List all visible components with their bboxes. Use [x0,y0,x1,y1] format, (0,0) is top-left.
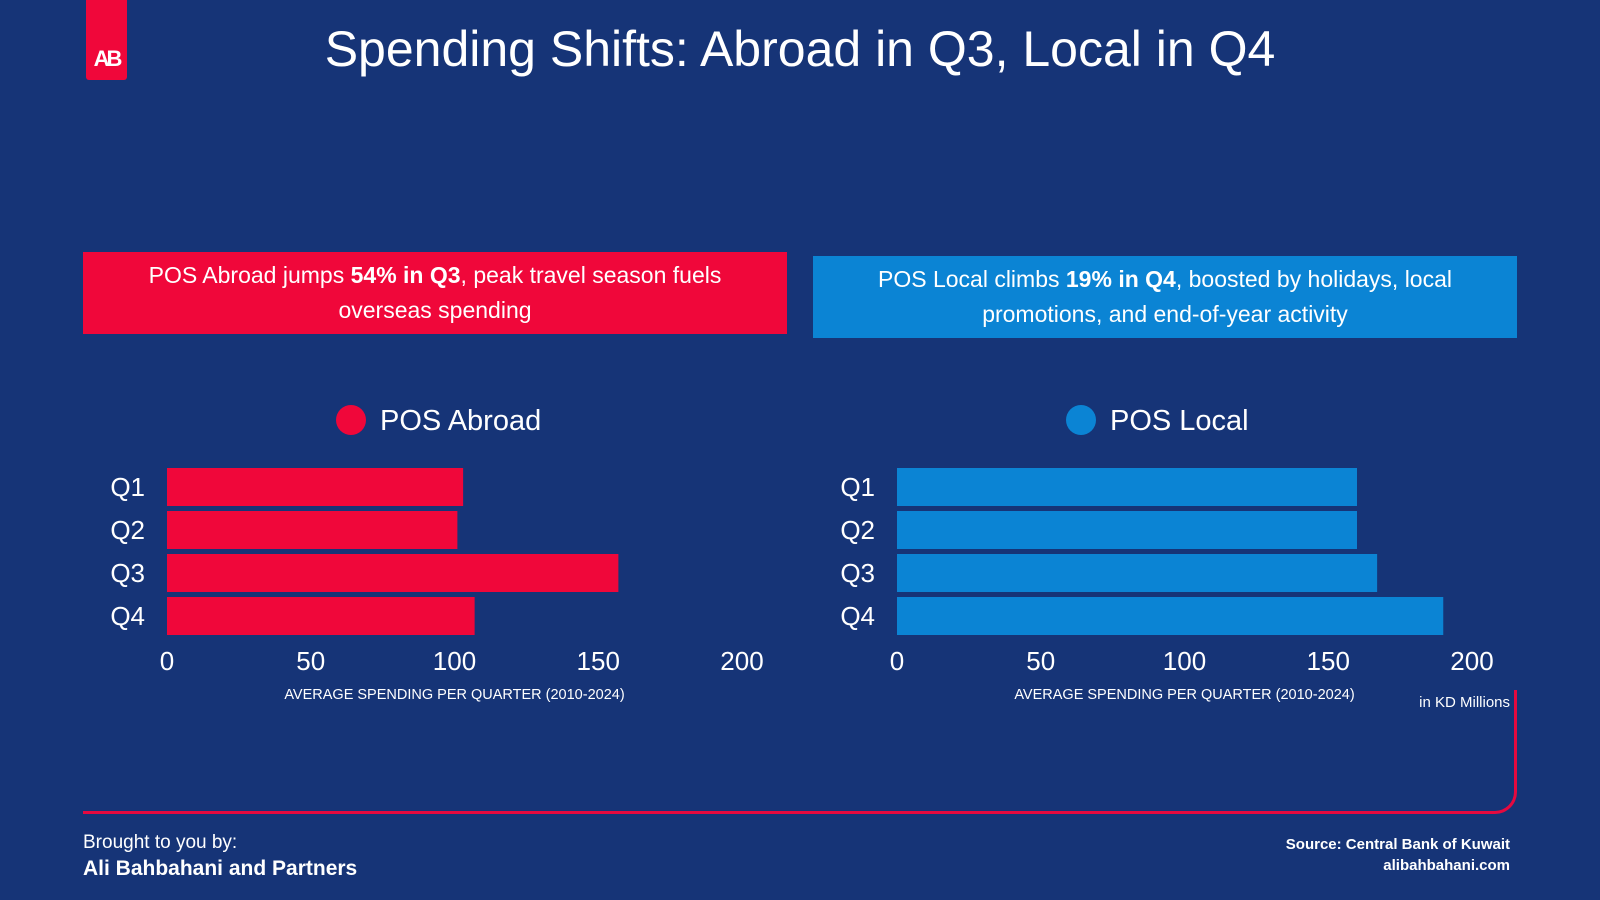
category-label-q4: Q4 [840,601,875,631]
unit-note: in KD Millions [1419,694,1510,711]
legend: POS Abroad [336,405,541,437]
logo-text: AB [93,46,123,71]
x-axis-label: AVERAGE SPENDING PER QUARTER (2010-2024) [284,687,624,703]
callout-abroad: POS Abroad jumps 54% in Q3, peak travel … [83,252,787,334]
bar-q2 [897,511,1357,549]
bar-q4 [167,597,475,635]
x-tick-200: 200 [720,646,763,676]
bar-q3 [167,554,619,592]
page-title: Spending Shifts: Abroad in Q3, Local in … [324,21,1276,77]
callout-local-before: POS Local climbs [877,266,1066,292]
category-label-q3: Q3 [110,558,145,588]
bar-q3 [897,554,1378,592]
brand-logo: AB [86,0,127,80]
category-label-q3: Q3 [840,558,875,588]
legend: POS Local [1066,405,1249,437]
bar-q1 [167,468,464,506]
x-tick-200: 200 [1450,646,1493,676]
x-tick-100: 100 [1163,646,1206,676]
category-label-q1: Q1 [840,472,875,502]
legend-marker [336,405,366,435]
website-link: alibahbahani.com [1383,857,1510,874]
category-label-q2: Q2 [110,515,145,545]
x-tick-100: 100 [433,646,476,676]
callout-abroad-after: , peak travel season fuels overseas spen… [338,262,722,323]
x-tick-150: 150 [577,646,620,676]
bar-q1 [897,468,1357,506]
footer-divider [83,690,1517,814]
x-tick-0: 0 [890,646,904,676]
callout-local-after: , boosted by holidays, local promotions,… [982,266,1452,327]
legend-label: POS Local [1110,405,1249,437]
callout-abroad-bold: 54% in Q3 [350,262,461,288]
category-label-q4: Q4 [110,601,145,631]
x-tick-50: 50 [1026,646,1055,676]
x-tick-150: 150 [1307,646,1350,676]
brought-by-label: Brought to you by: [83,832,238,853]
brand-name: Ali Bahbahani and Partners [83,857,358,880]
source-note: Source: Central Bank of Kuwait [1285,836,1510,853]
bar-q2 [167,511,458,549]
callout-local: POS Local climbs 19% in Q4, boosted by h… [813,256,1517,338]
callout-local-bold: 19% in Q4 [1065,266,1176,292]
x-tick-50: 50 [296,646,325,676]
category-label-q1: Q1 [110,472,145,502]
bar-q4 [897,597,1444,635]
x-tick-0: 0 [160,646,174,676]
pos-local-chart: POS Local Q1 Q2 Q3 Q4 0 50 100 150 200 AVERAGE SPE… [840,405,1494,703]
x-axis-label: AVERAGE SPENDING PER QUARTER (2010-2024) [1014,687,1354,703]
legend-label: POS Abroad [380,405,541,437]
category-label-q2: Q2 [840,515,875,545]
pos-abroad-chart: POS Abroad Q1 Q2 Q3 Q4 0 50 100 150 200 AVERAGE SP… [110,405,764,703]
legend-marker [1066,405,1096,435]
callout-abroad-before: POS Abroad jumps [148,262,351,288]
